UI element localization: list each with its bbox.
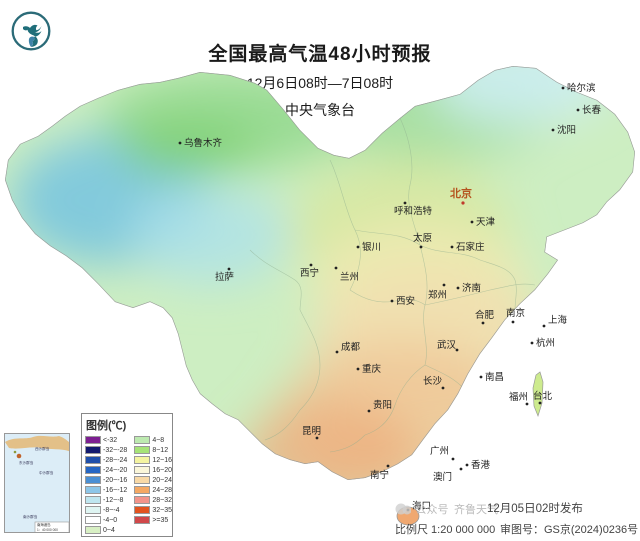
- svg-text:太原: 太原: [413, 232, 432, 244]
- svg-text:重庆: 重庆: [362, 363, 382, 375]
- svg-text:哈尔滨: 哈尔滨: [567, 82, 596, 94]
- svg-text:银川: 银川: [362, 241, 381, 253]
- svg-text:南京: 南京: [506, 307, 525, 319]
- svg-text:广州: 广州: [430, 445, 449, 457]
- svg-text:昆明: 昆明: [302, 426, 321, 437]
- svg-text:西沙群岛: 西沙群岛: [35, 446, 50, 451]
- svg-text:长沙: 长沙: [423, 375, 443, 387]
- svg-text:石家庄: 石家庄: [456, 241, 485, 253]
- svg-text:南海诸岛: 南海诸岛: [37, 522, 51, 527]
- svg-text:福州: 福州: [509, 391, 528, 403]
- svg-text:南宁: 南宁: [370, 469, 389, 481]
- svg-text:南昌: 南昌: [485, 371, 504, 383]
- svg-text:呼和浩特: 呼和浩特: [394, 205, 433, 217]
- svg-text:贵阳: 贵阳: [373, 399, 392, 411]
- svg-text:拉萨: 拉萨: [215, 271, 235, 283]
- svg-text:澳门: 澳门: [433, 471, 452, 483]
- svg-text:北京: 北京: [450, 186, 472, 200]
- svg-text:西安: 西安: [396, 295, 415, 307]
- svg-text:乌鲁木齐: 乌鲁木齐: [184, 137, 223, 149]
- svg-text:武汉: 武汉: [437, 339, 457, 351]
- svg-text:上海: 上海: [548, 314, 568, 326]
- svg-text:杭州: 杭州: [536, 337, 555, 349]
- svg-text:郑州: 郑州: [428, 289, 447, 301]
- svg-text:成都: 成都: [341, 341, 361, 353]
- svg-text:长春: 长春: [582, 104, 602, 116]
- svg-text:济南: 济南: [462, 282, 481, 294]
- svg-text:兰州: 兰州: [340, 271, 359, 283]
- svg-text:天津: 天津: [476, 217, 496, 228]
- svg-text:南沙群岛: 南沙群岛: [23, 514, 38, 519]
- svg-text:西宁: 西宁: [300, 267, 319, 279]
- svg-text:香港: 香港: [471, 459, 491, 471]
- svg-text:台北: 台北: [533, 390, 553, 402]
- svg-text:合肥: 合肥: [475, 309, 495, 321]
- svg-text:东沙群岛: 东沙群岛: [19, 460, 34, 465]
- svg-text:中沙群岛: 中沙群岛: [39, 470, 54, 475]
- svg-text:沈阳: 沈阳: [557, 124, 576, 136]
- svg-text:1：40 000 000: 1：40 000 000: [37, 528, 58, 532]
